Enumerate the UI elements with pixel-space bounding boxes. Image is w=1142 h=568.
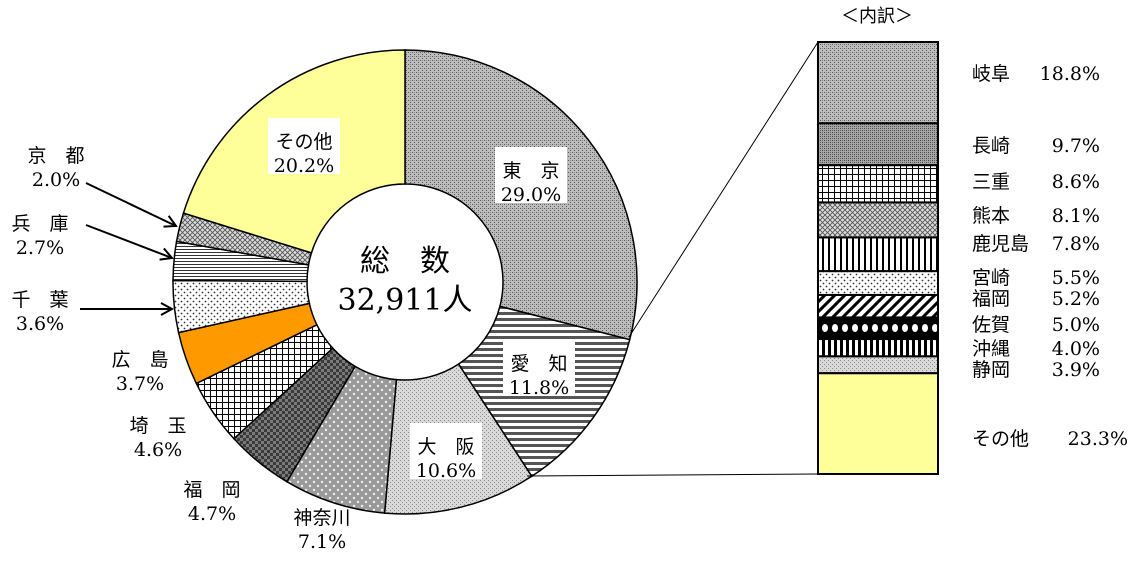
slice-value-label: 4.6% — [134, 439, 182, 461]
slice-label: 兵 庫 — [11, 213, 68, 235]
bar-segment — [817, 201, 939, 239]
slice-label-box — [268, 118, 340, 174]
segment-label: 三重 — [972, 171, 1010, 193]
callout-arrow-head — [163, 215, 178, 228]
slice-label-box — [495, 147, 567, 203]
slice-value-label: 10.6% — [416, 460, 476, 482]
slice-value-label: 3.7% — [116, 373, 164, 395]
bar-segment — [817, 270, 939, 296]
connector-bottom — [526, 473, 819, 477]
slice-label: 愛 知 — [510, 353, 567, 375]
zoom-connectors — [526, 41, 819, 477]
slice-label: 千 葉 — [11, 289, 68, 311]
segment-label: 佐賀 — [972, 314, 1010, 336]
center-label-line1: 総 数 — [360, 244, 450, 279]
slice-label: 大 阪 — [417, 436, 474, 458]
segment-value-label: 5.0% — [1052, 314, 1100, 336]
breakdown-bar — [817, 41, 939, 476]
bar-segment — [817, 316, 939, 341]
segment-value-label: 8.1% — [1052, 205, 1100, 227]
center-label-line2: 32,911人 — [338, 283, 473, 318]
slice-label-box — [503, 340, 575, 396]
breakdown-title: ＜内訳＞ — [841, 6, 913, 27]
donut-chart — [172, 49, 638, 515]
slice-value-label: 29.0% — [501, 184, 561, 206]
callout-arrow-line — [85, 224, 173, 259]
bar-segment — [817, 164, 939, 204]
callout-arrows — [80, 182, 178, 316]
callout-arrow-head — [159, 247, 174, 261]
slice-label-box — [410, 423, 482, 479]
slice-value-label: 7.1% — [298, 531, 346, 553]
segment-value-label: 18.8% — [1040, 63, 1100, 85]
segment-label: 岐阜 — [972, 63, 1010, 85]
bar-segment — [817, 355, 939, 375]
slice-value-label: 2.0% — [32, 169, 80, 191]
segment-value-label: 5.2% — [1052, 288, 1100, 310]
bar-segment — [817, 372, 939, 476]
bar-segment — [817, 122, 939, 167]
breakdown-labels: 岐阜 18.8% 長崎 9.7% 三重 8.6% 熊本 8.1% 鹿児島 7.8% 宮崎 5.5% 福岡… — [972, 63, 1128, 450]
segment-value-label: 7.8% — [1052, 233, 1100, 255]
bar-segment — [817, 236, 939, 273]
segment-label: 沖縄 — [972, 338, 1010, 360]
slice-label: その他 — [275, 131, 332, 153]
segment-label: 静岡 — [972, 359, 1010, 381]
segment-label: 福岡 — [972, 288, 1010, 310]
callout-arrow-line — [85, 182, 177, 227]
slice-label: 広 島 — [111, 349, 168, 371]
slice-value-label: 11.8% — [509, 377, 569, 399]
callout-arrow-head — [160, 302, 175, 316]
slice-value-label: 2.7% — [16, 237, 64, 259]
slice-value-label: 3.6% — [16, 313, 64, 335]
segment-label: その他 — [972, 428, 1029, 450]
bar-segment — [817, 41, 939, 125]
segment-label: 宮崎 — [972, 267, 1010, 289]
segment-label: 長崎 — [972, 135, 1010, 157]
bar-segment — [817, 338, 939, 358]
donut-center: 総 数 32,911人 — [338, 244, 473, 318]
slice-label: 神奈川 — [293, 507, 350, 529]
segment-label: 鹿児島 — [972, 233, 1029, 255]
segment-label: 熊本 — [972, 205, 1010, 227]
slice-label: 福 岡 — [183, 479, 240, 501]
segment-value-label: 4.0% — [1052, 338, 1100, 360]
slice-value-label: 20.2% — [274, 155, 334, 177]
segment-value-label: 9.7% — [1052, 135, 1100, 157]
connector-top — [628, 41, 819, 338]
segment-value-label: 3.9% — [1052, 359, 1100, 381]
segment-value-label: 8.6% — [1052, 171, 1100, 193]
slice-label: 京 都 — [27, 145, 84, 167]
slice-label: 東 京 — [502, 160, 559, 182]
slice-label: 埼 玉 — [129, 415, 186, 437]
slice-value-label: 4.7% — [188, 503, 236, 525]
segment-value-label: 5.5% — [1052, 267, 1100, 289]
segment-value-label: 23.3% — [1068, 428, 1128, 450]
bar-segment — [817, 293, 939, 319]
